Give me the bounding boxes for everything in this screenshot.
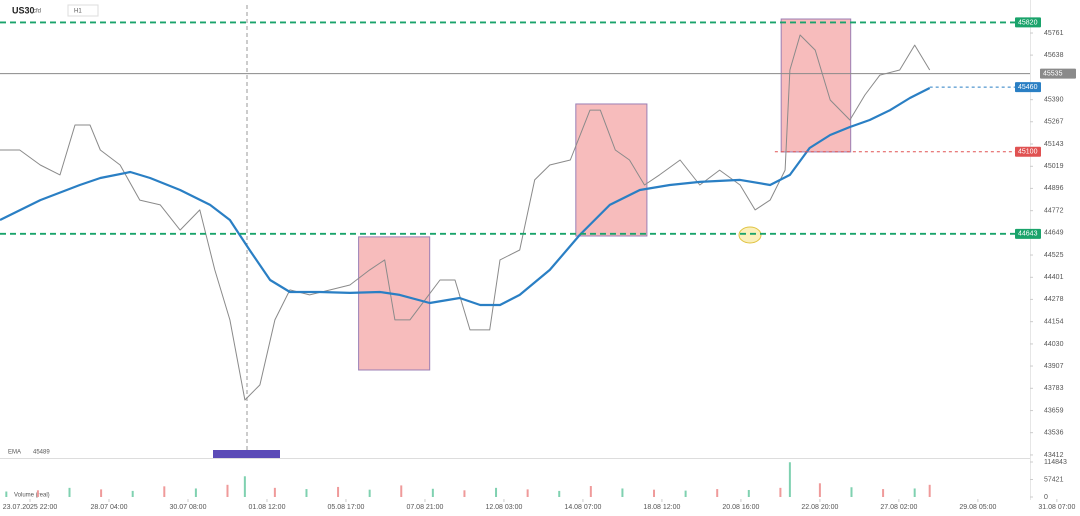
y-tick-label: 45267	[1044, 119, 1064, 126]
price-tag-label: 44643	[1018, 231, 1038, 238]
volume-bar	[850, 487, 853, 497]
volume-bar	[589, 486, 592, 497]
volume-bar	[131, 490, 134, 497]
y-tick-label: 45019	[1044, 163, 1064, 170]
volume-bar	[337, 486, 340, 497]
x-tick-label: 01.08 12:00	[248, 504, 285, 511]
highlight-circle	[738, 226, 762, 244]
price-tag-label: 45460	[1018, 84, 1038, 91]
volume-bar	[368, 489, 371, 497]
y-tick-label: 44401	[1044, 274, 1064, 281]
y-tick-label: 43907	[1044, 363, 1064, 370]
x-tick-label: 31.08 07:00	[1038, 504, 1075, 511]
volume-bar	[243, 476, 246, 497]
y-tick-label: 44772	[1044, 208, 1064, 215]
volume-bar	[194, 488, 197, 497]
y-tick-label: 44525	[1044, 252, 1064, 259]
volume-bar	[558, 490, 561, 497]
y-tick-label: 45390	[1044, 97, 1064, 104]
volume-bar	[226, 484, 229, 497]
zone-box	[780, 18, 852, 153]
y-tick-label: 44154	[1044, 319, 1064, 326]
x-tick-label: 14.08 07:00	[564, 504, 601, 511]
volume-bar	[305, 489, 308, 497]
timeframe-box[interactable]	[67, 4, 99, 17]
y-tick-label: 45761	[1044, 30, 1064, 37]
y-tick-label: 44896	[1044, 185, 1064, 192]
x-tick-label: 05.08 17:00	[327, 504, 364, 511]
volume-bar	[818, 483, 821, 497]
timeframe[interactable]: H1	[74, 9, 82, 15]
volume-bar	[463, 490, 466, 497]
y-tick-label: 114843	[1044, 459, 1067, 466]
x-tick-label: 12.08 03:00	[485, 504, 522, 511]
volume-bar	[882, 489, 885, 497]
price-line	[0, 34, 931, 401]
volume-bar	[913, 488, 916, 497]
x-tick-label: 29.08 05:00	[959, 504, 996, 511]
volume-bar	[273, 487, 276, 497]
volume-bar	[526, 489, 529, 497]
x-tick-label: 07.08 21:00	[406, 504, 443, 511]
volume-bar	[653, 489, 656, 497]
volume-bar	[621, 488, 624, 497]
y-tick-label: 43659	[1044, 407, 1064, 414]
y-tick-label: 44649	[1044, 230, 1064, 237]
price-tag	[1015, 82, 1041, 93]
volume-legend: Volume (real)	[14, 493, 50, 499]
x-tick-label: 20.08 16:00	[722, 504, 759, 511]
y-tick-label: 57421	[1044, 476, 1064, 483]
zone-box	[575, 103, 648, 237]
x-tick-label: 23.07.2025 22:00	[3, 504, 58, 511]
price-tag	[1040, 68, 1076, 79]
x-tick-label: 30.07 08:00	[169, 504, 206, 511]
y-tick-label: 45638	[1044, 52, 1064, 59]
price-tag-label: 45820	[1018, 19, 1038, 26]
y-tick-label: 44278	[1044, 296, 1064, 303]
ema-legend-value: 45489	[33, 450, 50, 456]
y-tick-label: 43536	[1044, 430, 1064, 437]
y-tick-label: 45143	[1044, 141, 1064, 148]
x-tick-label: 22.08 20:00	[801, 504, 838, 511]
price-tag-label: 45100	[1018, 149, 1038, 156]
ema-legend: EMA	[8, 450, 21, 456]
volume-bar	[36, 490, 39, 497]
volume-bar	[431, 488, 434, 497]
volume-bar	[716, 489, 719, 497]
volume-bar	[928, 484, 931, 497]
crosshair-date-tag	[213, 450, 280, 458]
price-tag	[1015, 17, 1041, 28]
volume-bar	[779, 487, 782, 497]
y-tick-label: 43783	[1044, 385, 1064, 392]
x-tick-label: 28.07 04:00	[91, 504, 128, 511]
volume-bar	[5, 491, 8, 497]
y-tick-label: 43412	[1044, 452, 1064, 459]
volume-bar	[400, 485, 403, 497]
symbol-type: cfd	[33, 9, 41, 15]
y-tick-label: 0	[1044, 494, 1048, 501]
x-tick-label: 18.08 12:00	[643, 504, 680, 511]
y-tick-label: 44030	[1044, 341, 1064, 348]
symbol: US30	[12, 5, 35, 15]
price-tag	[1015, 228, 1041, 239]
volume-bar	[788, 462, 791, 497]
volume-bar	[68, 487, 71, 497]
x-tick-label: 27.08 02:00	[880, 504, 917, 511]
price-tag	[1015, 146, 1041, 157]
volume-bar	[747, 489, 750, 497]
price-tag-label: 45535	[1043, 70, 1063, 77]
ema-line	[0, 87, 931, 307]
volume-bar	[163, 486, 166, 497]
volume-bar	[100, 489, 103, 497]
volume-bar	[495, 487, 498, 497]
zone-box	[358, 236, 431, 371]
volume-bar	[684, 490, 687, 497]
